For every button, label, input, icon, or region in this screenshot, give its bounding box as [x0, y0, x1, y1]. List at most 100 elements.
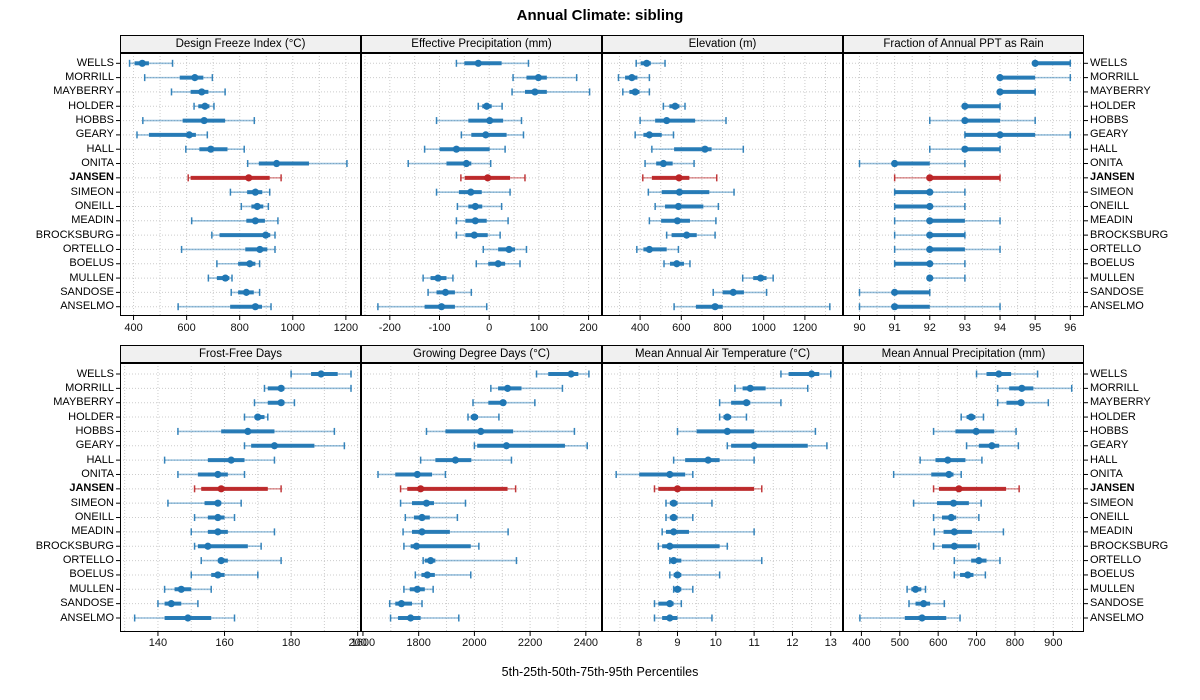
station-label-left: MORRILL [65, 381, 114, 394]
percentile-row [893, 245, 1001, 254]
percentile-row [929, 116, 1036, 125]
station-label-right: BOELUS [1090, 257, 1135, 270]
x-tick-label: 800 [1005, 637, 1025, 649]
percentile-row [858, 288, 931, 296]
percentile-row [472, 399, 536, 407]
x-tick-label: 13 [824, 637, 837, 649]
station-label-left: MULLEN [69, 271, 114, 284]
plot-area [361, 363, 602, 636]
percentile-row [665, 513, 694, 522]
percentile-row [229, 188, 271, 196]
station-label-left: HALL [86, 453, 114, 466]
plot-area [602, 363, 843, 636]
percentile-row [423, 145, 506, 153]
percentile-row [167, 499, 242, 507]
percentile-row [929, 145, 1001, 153]
percentile-row [422, 556, 518, 565]
panel-strip: Fraction of Annual PPT as Rain [843, 35, 1084, 53]
station-label-left: HOLDER [68, 99, 114, 112]
percentile-row [653, 485, 763, 493]
percentile-row [193, 485, 282, 493]
percentile-row [662, 102, 686, 110]
station-label-right: ANSELMO [1090, 300, 1144, 313]
station-label-left: ANSELMO [60, 611, 114, 624]
station-label-left: ONITA [81, 157, 114, 170]
station-label-left: MEADIN [71, 525, 114, 538]
station-label-right: BROCKSBURG [1090, 228, 1169, 241]
percentile-row [859, 614, 961, 622]
plot-area [116, 363, 361, 636]
percentile-row [965, 442, 1020, 450]
percentile-row [892, 470, 962, 479]
station-label-right: JANSEN [1090, 482, 1135, 495]
percentile-row [403, 585, 434, 593]
percentile-row [435, 188, 511, 196]
station-label-right: ONITA [1090, 467, 1123, 480]
plot-panel [602, 363, 843, 636]
station-label-right: BROCKSBURG [1090, 539, 1169, 552]
percentile-row [404, 513, 459, 522]
plot-area [116, 53, 361, 320]
percentile-row [893, 231, 966, 239]
percentile-row [143, 74, 214, 82]
station-label-left: HALL [86, 142, 114, 155]
panel-strip: Mean Annual Air Temperature (°C) [602, 345, 843, 363]
percentile-row [177, 470, 246, 479]
x-tick-label: 400 [630, 322, 650, 334]
panel-strip: Growing Degree Days (°C) [361, 345, 602, 363]
station-label-left: ONITA [81, 467, 114, 480]
station-label-left: BOELUS [69, 568, 114, 581]
percentile-row [456, 202, 503, 211]
percentile-row [177, 303, 272, 311]
percentile-row [473, 442, 588, 450]
station-label-left: MORRILL [65, 71, 114, 84]
percentile-row [399, 485, 517, 493]
percentile-row [389, 614, 460, 622]
plot-area [843, 53, 1088, 320]
percentile-row [893, 260, 966, 268]
percentile-row [475, 260, 521, 268]
percentile-row [648, 217, 717, 225]
x-tick-label: 800 [230, 322, 249, 334]
percentile-row [665, 499, 713, 507]
percentile-row [399, 499, 467, 507]
percentile-row [669, 556, 763, 565]
percentile-key-caption: 5th-25th-50th-75th-95th Percentiles [501, 665, 699, 679]
panel-strip: Effective Precipitation (mm) [361, 35, 602, 53]
x-tick-label: 96 [1064, 322, 1077, 334]
x-tick-label: 1800 [406, 637, 431, 649]
percentile-row [246, 159, 348, 168]
percentile-row [455, 59, 530, 67]
plot-area [843, 363, 1088, 636]
panel-strip: Design Freeze Index (°C) [120, 35, 361, 53]
station-label-right: HOLDER [1090, 99, 1136, 112]
x-tick-label: 94 [993, 322, 1007, 334]
percentile-row [975, 370, 1039, 378]
station-label-left: ONEILL [74, 199, 114, 212]
percentile-row [908, 600, 946, 608]
percentile-row [893, 188, 966, 196]
x-tick-label: 95 [1029, 322, 1042, 334]
percentile-row [207, 274, 233, 282]
station-label-right: HALL [1090, 453, 1118, 466]
plot-panel [843, 363, 1088, 636]
percentile-row [636, 245, 680, 254]
station-label-right: BOELUS [1090, 568, 1135, 581]
percentile-row [490, 384, 564, 392]
percentile-row [467, 413, 500, 421]
x-tick-label: 800 [713, 322, 732, 334]
percentile-row [996, 399, 1050, 407]
percentile-row [177, 427, 336, 436]
x-tick-label: 1000 [751, 322, 776, 334]
x-tick-label: 500 [890, 637, 909, 649]
x-tick-label: 1000 [280, 322, 306, 334]
station-label-right: MEADIN [1090, 214, 1133, 227]
x-tick-label: 200 [348, 637, 367, 649]
percentile-row [243, 442, 346, 450]
station-label-left: ONEILL [74, 511, 114, 524]
percentile-row [455, 217, 509, 225]
station-label-left: GEARY [75, 439, 114, 452]
percentile-row [460, 174, 526, 182]
station-label-right: HOBBS [1090, 114, 1129, 127]
station-label-left: WELLS [76, 367, 114, 380]
